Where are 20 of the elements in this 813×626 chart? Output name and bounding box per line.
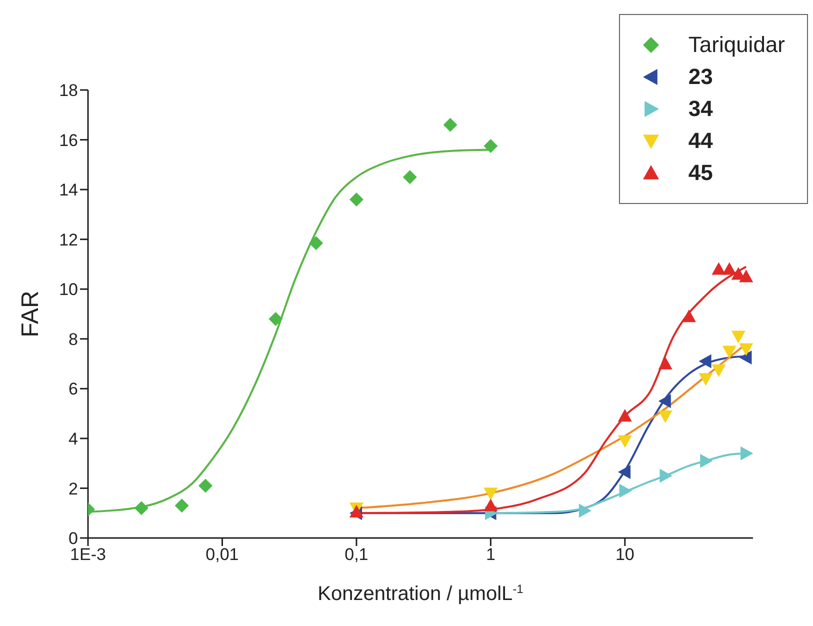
- x-axis-title: Konzentration / µmolL$^{-1}$: [318, 582, 524, 605]
- y-tick-label: 16: [59, 130, 78, 150]
- x-tick-label: 10: [615, 545, 634, 564]
- x-tick-label: 0,01: [206, 545, 239, 564]
- y-tick-label: 6: [68, 380, 78, 399]
- y-tick-label: 18: [59, 81, 78, 100]
- y-axis-title: FAR: [17, 290, 44, 338]
- legend-label: 44: [688, 128, 713, 154]
- legend-label: Tariquidar: [688, 32, 785, 58]
- y-tick-label: 10: [59, 280, 78, 300]
- x-tick-label: 1: [486, 545, 496, 564]
- y-tick-label: 2: [68, 479, 78, 498]
- y-tick-label: 14: [59, 180, 78, 200]
- legend-label: 23: [688, 64, 713, 90]
- y-tick-label: 4: [68, 429, 78, 448]
- x-tick-label: 0,1: [344, 545, 368, 564]
- legend-label: 34: [688, 96, 713, 122]
- legend-label: 45: [688, 160, 713, 186]
- y-tick-label: 8: [68, 330, 78, 349]
- y-tick-label: 12: [59, 230, 78, 250]
